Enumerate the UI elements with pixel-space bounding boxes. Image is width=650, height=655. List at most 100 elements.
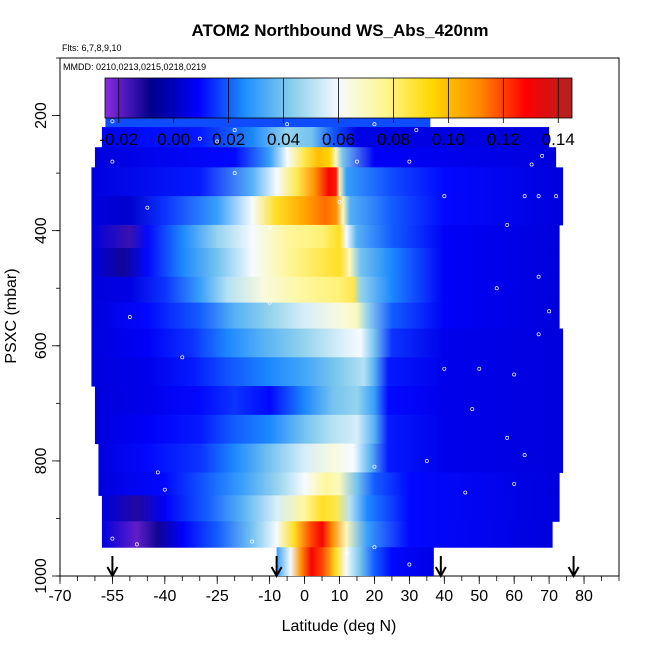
heatmap-layer bbox=[101, 495, 560, 522]
sample-point bbox=[372, 122, 377, 127]
colorbar-tick-label: 0.00 bbox=[157, 130, 190, 149]
sample-point bbox=[414, 127, 419, 132]
x-tick-label: -70 bbox=[48, 588, 71, 605]
sample-point bbox=[494, 286, 499, 291]
y-tick-label: 600 bbox=[33, 332, 50, 359]
sample-point bbox=[442, 366, 447, 371]
colorbar-tick-label: 0.12 bbox=[487, 130, 520, 149]
y-tick-label: 200 bbox=[33, 102, 50, 129]
sample-points bbox=[110, 119, 587, 567]
colorbar-tick-label: 0.08 bbox=[377, 130, 410, 149]
x-tick-label: 10 bbox=[331, 588, 349, 605]
heatmap-layer bbox=[101, 127, 550, 148]
y-tick-label: 400 bbox=[33, 217, 50, 244]
y-axis-label: PSXC (mbar) bbox=[3, 268, 20, 363]
sample-point bbox=[180, 355, 185, 360]
colorbar-ticks: -0.02 0.00 0.02 0.04 0.06 0.08 0.10 0.12 0.14 bbox=[99, 78, 575, 149]
y-tick-label: 800 bbox=[33, 447, 50, 474]
x-tick-label: -25 bbox=[206, 588, 229, 605]
sample-point bbox=[512, 372, 517, 377]
sample-point bbox=[477, 366, 482, 371]
sample-point bbox=[267, 300, 272, 305]
sample-point bbox=[134, 542, 139, 547]
sample-point bbox=[529, 162, 534, 167]
colorbar-tick-label: 0.14 bbox=[542, 130, 575, 149]
colorbar-tick-label: 0.06 bbox=[322, 130, 355, 149]
sample-point bbox=[110, 119, 115, 124]
sample-point bbox=[372, 545, 377, 550]
sample-point bbox=[110, 159, 115, 164]
sample-point bbox=[232, 127, 237, 132]
profile-arrows bbox=[106, 556, 580, 579]
profile-arrow-head bbox=[434, 566, 447, 579]
x-tick-label: 0 bbox=[300, 588, 309, 605]
colorbar-tick-label: 0.02 bbox=[212, 130, 245, 149]
sample-point bbox=[522, 453, 527, 458]
x-tick-label: -55 bbox=[101, 588, 124, 605]
sample-point bbox=[442, 194, 447, 199]
x-tick-label: 70 bbox=[540, 588, 558, 605]
sample-point bbox=[522, 194, 527, 199]
heatmap-layer bbox=[91, 167, 564, 197]
sample-point bbox=[547, 309, 552, 314]
profile-arrow-head bbox=[567, 566, 580, 579]
heatmap-layer bbox=[91, 328, 564, 358]
sample-point bbox=[470, 407, 475, 412]
heatmap-layer bbox=[91, 247, 560, 278]
dates-label: MMDD: 0210,0213,0215,0218,0219 bbox=[63, 62, 206, 72]
sample-point bbox=[250, 539, 255, 544]
sample-point bbox=[505, 222, 510, 227]
heatmap-layer bbox=[91, 357, 564, 387]
heatmap-layer bbox=[94, 414, 564, 445]
sample-point bbox=[267, 225, 272, 230]
sample-point bbox=[463, 490, 468, 495]
x-tick-label: 40 bbox=[435, 588, 453, 605]
heatmap-layer bbox=[91, 302, 560, 330]
x-tick-label: 80 bbox=[575, 588, 593, 605]
sample-point bbox=[344, 551, 349, 555]
sample-point bbox=[540, 153, 545, 158]
sample-point bbox=[536, 274, 541, 279]
sample-point bbox=[564, 493, 569, 498]
sample-point bbox=[215, 139, 220, 144]
x-tick-label: 20 bbox=[366, 588, 384, 605]
x-tick-label: -40 bbox=[153, 588, 176, 605]
sample-point bbox=[505, 435, 510, 440]
sample-point bbox=[582, 516, 587, 521]
sample-point bbox=[536, 194, 541, 199]
x-tick-label: 50 bbox=[470, 588, 488, 605]
heatmap-layer bbox=[94, 147, 557, 168]
sample-point bbox=[110, 536, 115, 541]
sample-point bbox=[232, 171, 237, 176]
heatmap-layer bbox=[101, 521, 553, 548]
sample-point bbox=[155, 470, 160, 475]
x-tick-label: 30 bbox=[400, 588, 418, 605]
sample-point bbox=[512, 481, 517, 486]
heatmap-layer bbox=[98, 443, 564, 473]
sample-point bbox=[554, 194, 559, 199]
x-tick-label: -10 bbox=[258, 588, 281, 605]
sample-point bbox=[372, 464, 377, 469]
heatmap-layer bbox=[91, 276, 560, 304]
flights-label: Flts: 6,7,8,9,10 bbox=[62, 43, 122, 53]
sample-point bbox=[424, 458, 429, 463]
colorbar-tick-label: 0.04 bbox=[267, 130, 300, 149]
x-axis: -70 -55 -40 -25 -10 0 10 20 30 40 50 60 70 80 bbox=[48, 576, 620, 605]
sample-point bbox=[197, 136, 202, 141]
sample-point bbox=[337, 199, 342, 204]
sample-point bbox=[407, 159, 412, 164]
sample-point bbox=[162, 487, 167, 492]
colorbar-tick-label: -0.02 bbox=[99, 130, 138, 149]
sample-point bbox=[355, 159, 359, 164]
sample-point bbox=[536, 332, 541, 337]
heatmap-layer bbox=[276, 547, 434, 576]
heatmap-layer bbox=[91, 196, 564, 226]
heatmap-layer bbox=[91, 224, 560, 249]
x-tick-label: 60 bbox=[505, 588, 523, 605]
sample-point bbox=[145, 205, 150, 210]
heatmap-layers bbox=[91, 101, 564, 576]
profile-arrow-head bbox=[270, 566, 283, 579]
x-axis-label: Latitude (deg N) bbox=[282, 618, 397, 635]
colorbar-tick-label: 0.10 bbox=[432, 130, 465, 149]
y-tick-label: 1000 bbox=[33, 558, 50, 594]
